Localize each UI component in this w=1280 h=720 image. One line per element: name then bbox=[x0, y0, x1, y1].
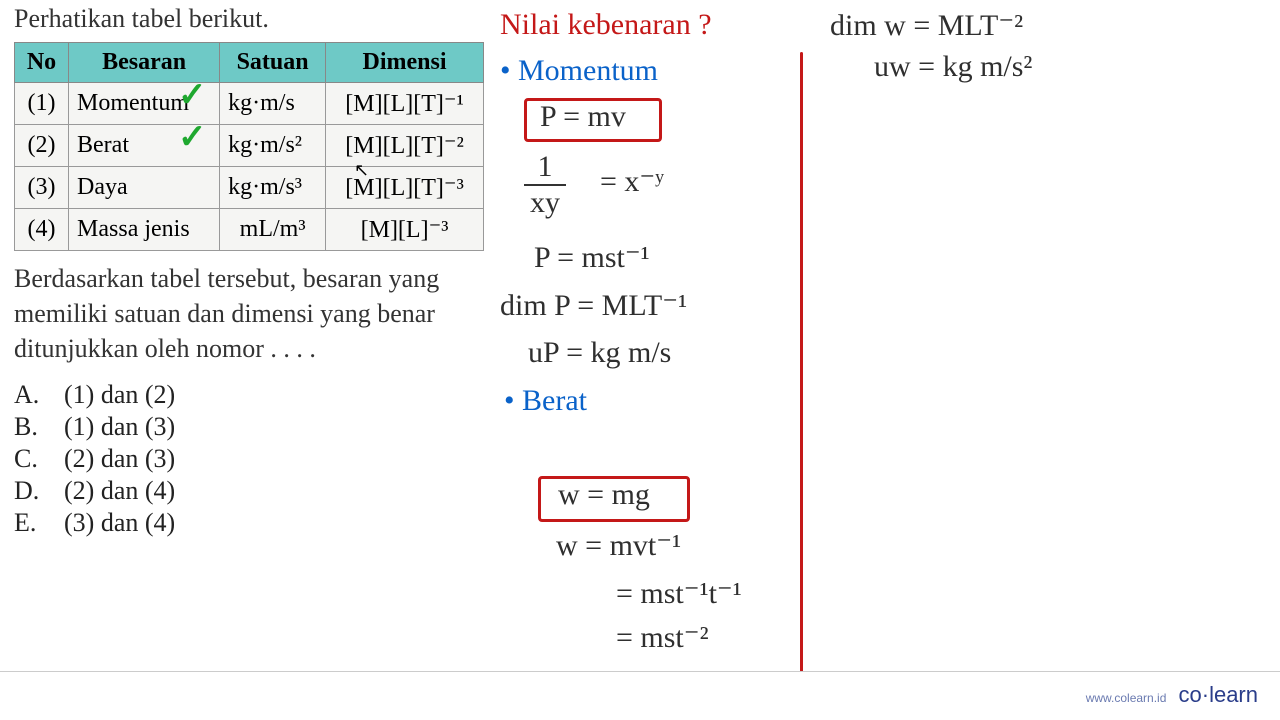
cell-dimensi: [M][L]⁻³ bbox=[326, 209, 484, 251]
table-header-row: No Besaran Satuan Dimensi bbox=[15, 43, 484, 83]
cell-satuan: kg·m/s³ bbox=[220, 167, 326, 209]
cell-no: (1) bbox=[15, 83, 69, 125]
check-icon: ✓ bbox=[178, 75, 207, 115]
watermark: www.colearn.id co·learn bbox=[1086, 682, 1258, 708]
option-text: (2) dan (3) bbox=[64, 444, 175, 474]
hw-eq-mst2: = mst⁻² bbox=[616, 620, 709, 655]
cell-no: (3) bbox=[15, 167, 69, 209]
cell-no: (2) bbox=[15, 125, 69, 167]
cell-dimensi: [M][L][T]⁻¹ bbox=[326, 83, 484, 125]
option-letter: B. bbox=[14, 412, 42, 442]
table-row: (4) Massa jenis mL/m³ [M][L]⁻³ bbox=[15, 209, 484, 251]
fraction-num: 1 bbox=[524, 150, 566, 186]
hw-fraction-rhs: = x⁻ʸ bbox=[600, 164, 664, 199]
hw-uw: uw = kg m/s² bbox=[874, 50, 1032, 84]
th-no: No bbox=[15, 43, 69, 83]
cell-satuan: kg·m/s² bbox=[220, 125, 326, 167]
horizontal-rule bbox=[0, 671, 1280, 672]
cell-dimensi: [M][L][T]⁻³ bbox=[326, 167, 484, 209]
option-c: C. (2) dan (3) bbox=[14, 444, 484, 474]
option-a: A. (1) dan (2) bbox=[14, 380, 484, 410]
table-row: (2) Berat kg·m/s² [M][L][T]⁻² bbox=[15, 125, 484, 167]
option-letter: A. bbox=[14, 380, 42, 410]
hw-dim-p: dim P = MLT⁻¹ bbox=[500, 288, 687, 323]
hw-u-p: uP = kg m/s bbox=[528, 336, 671, 370]
option-d: D. (2) dan (4) bbox=[14, 476, 484, 506]
watermark-url: www.colearn.id bbox=[1086, 691, 1167, 705]
hw-title: Nilai kebenaran ? bbox=[500, 8, 712, 42]
hw-eq-mst1t1: = mst⁻¹t⁻¹ bbox=[616, 576, 742, 611]
hw-bullet-momentum: • Momentum bbox=[500, 54, 658, 88]
question-text: Berdasarkan tabel tersebut, besaran yang… bbox=[14, 261, 484, 366]
cell-dimensi: [M][L][T]⁻² bbox=[326, 125, 484, 167]
hw-w-eq-mg: w = mg bbox=[558, 478, 650, 512]
cell-satuan: kg·m/s bbox=[220, 83, 326, 125]
data-table: No Besaran Satuan Dimensi (1) Momentum k… bbox=[14, 42, 484, 251]
table-row: (3) Daya kg·m/s³ [M][L][T]⁻³ bbox=[15, 167, 484, 209]
check-icon: ✓ bbox=[178, 117, 207, 157]
option-text: (2) dan (4) bbox=[64, 476, 175, 506]
option-text: (1) dan (2) bbox=[64, 380, 175, 410]
cell-besaran: Daya bbox=[69, 167, 220, 209]
fraction: 1 xy bbox=[524, 150, 566, 220]
option-e: E. (3) dan (4) bbox=[14, 508, 484, 538]
problem-heading: Perhatikan tabel berikut. bbox=[14, 4, 484, 34]
problem-block: Perhatikan tabel berikut. No Besaran Sat… bbox=[14, 4, 484, 540]
option-letter: E. bbox=[14, 508, 42, 538]
table-row: (1) Momentum kg·m/s [M][L][T]⁻¹ bbox=[15, 83, 484, 125]
hw-p-mst: P = mst⁻¹ bbox=[534, 240, 650, 275]
watermark-brand: co·learn bbox=[1179, 682, 1258, 707]
option-b: B. (1) dan (3) bbox=[14, 412, 484, 442]
option-text: (1) dan (3) bbox=[64, 412, 175, 442]
option-letter: C. bbox=[14, 444, 42, 474]
option-text: (3) dan (4) bbox=[64, 508, 175, 538]
hw-fraction: 1 xy bbox=[524, 150, 566, 220]
hw-w-mvt: w = mvt⁻¹ bbox=[556, 528, 681, 563]
hw-bullet-berat: • Berat bbox=[504, 384, 587, 418]
fraction-den: xy bbox=[524, 186, 566, 220]
hw-p-eq-mv: P = mv bbox=[540, 100, 626, 134]
cell-besaran: Massa jenis bbox=[69, 209, 220, 251]
cursor-icon: ↖ bbox=[354, 160, 369, 181]
divider-line bbox=[800, 52, 803, 672]
cell-satuan: mL/m³ bbox=[220, 209, 326, 251]
answer-options: A. (1) dan (2) B. (1) dan (3) C. (2) dan… bbox=[14, 380, 484, 538]
hw-dim-w: dim w = MLT⁻² bbox=[830, 8, 1023, 43]
option-letter: D. bbox=[14, 476, 42, 506]
cell-no: (4) bbox=[15, 209, 69, 251]
th-satuan: Satuan bbox=[220, 43, 326, 83]
th-dimensi: Dimensi bbox=[326, 43, 484, 83]
